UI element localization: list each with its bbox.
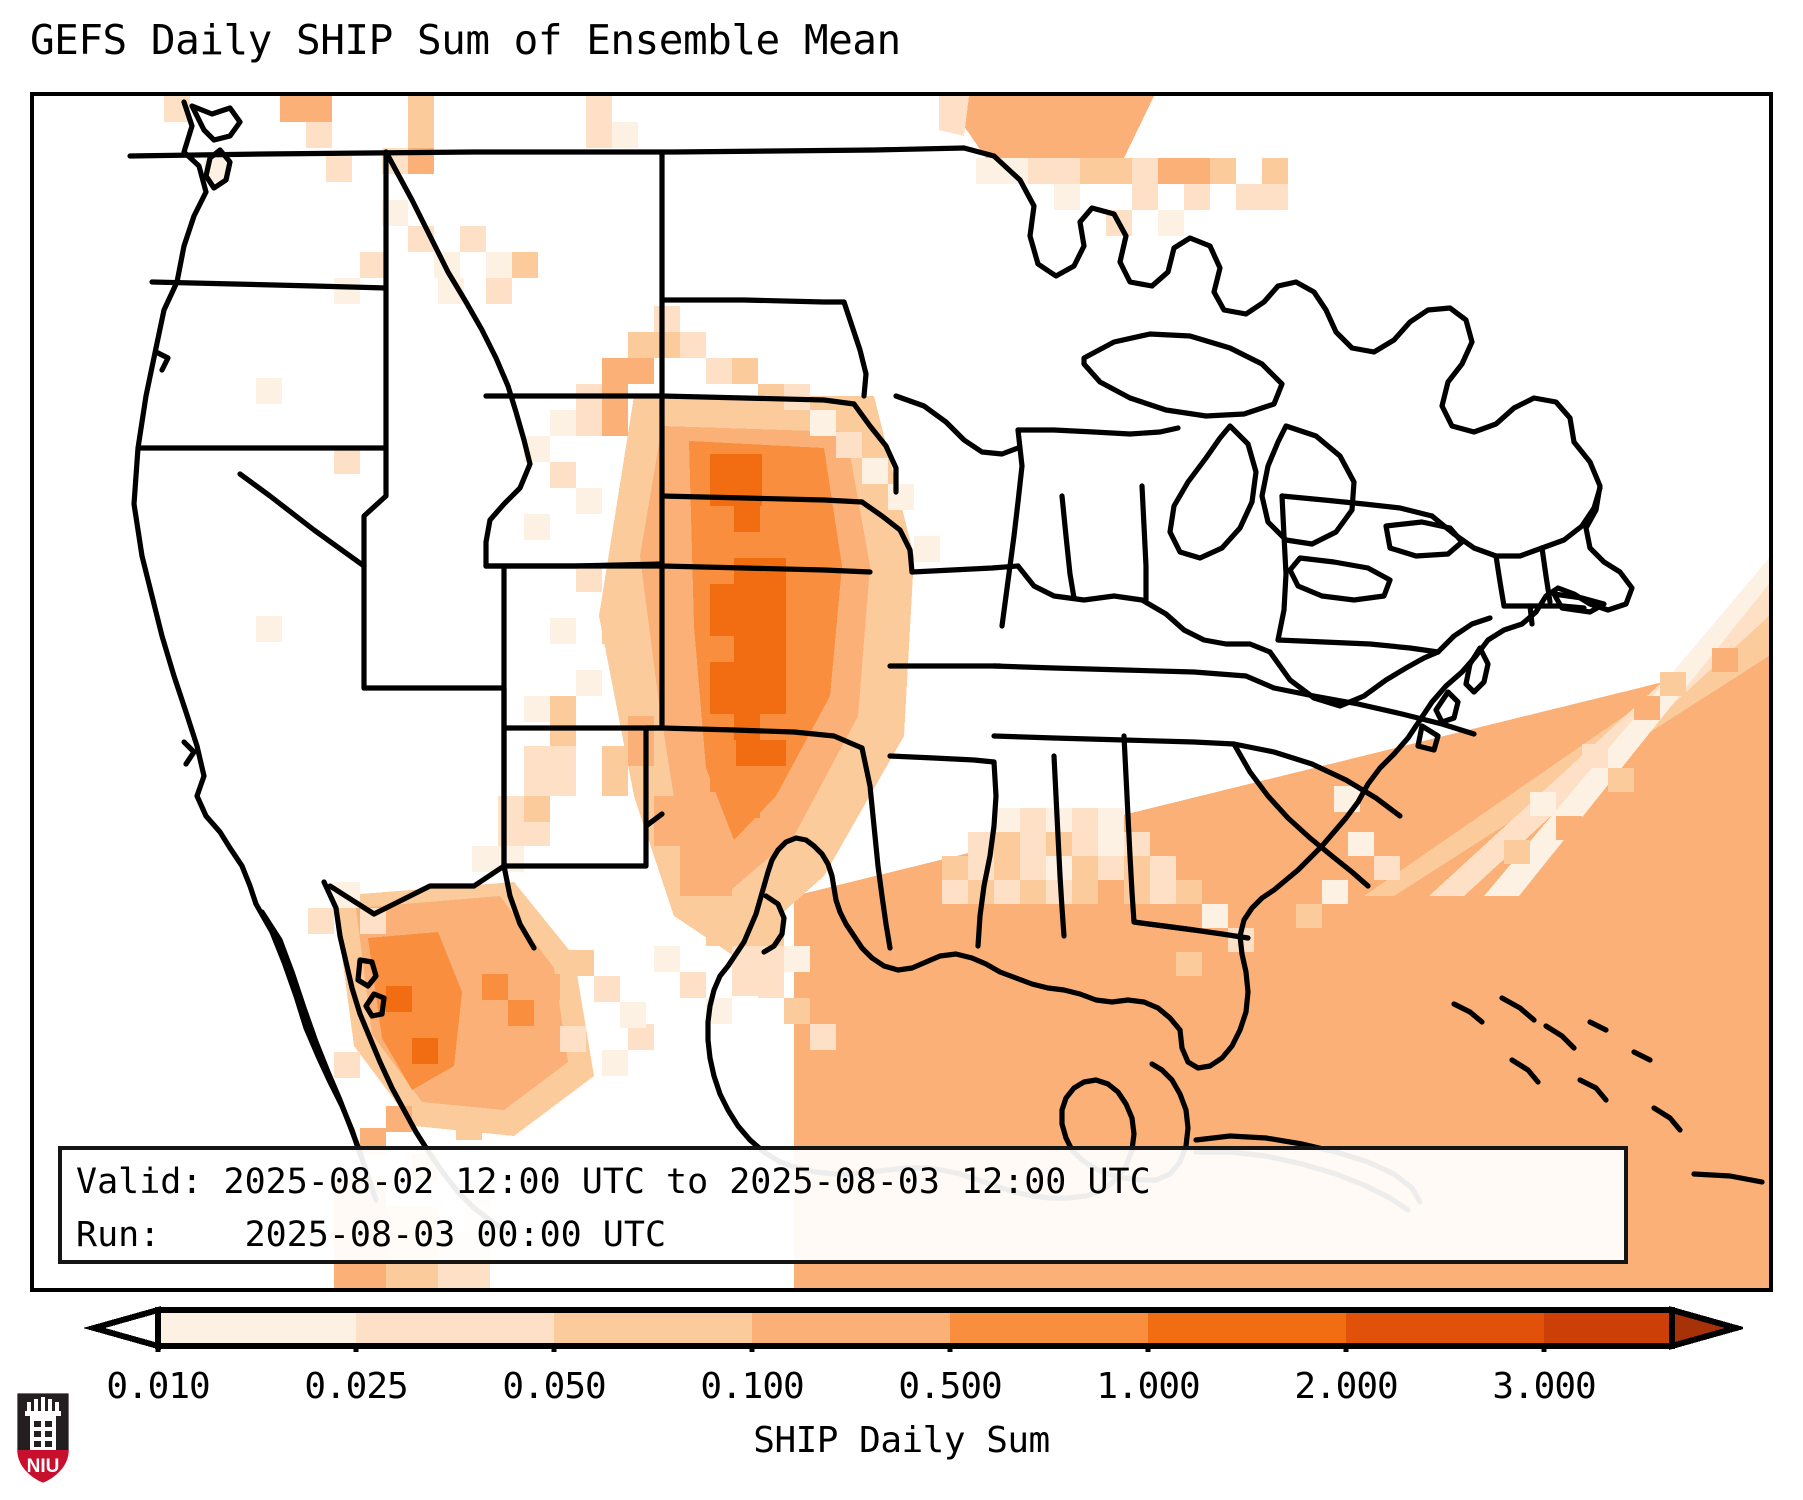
- map-panel: [30, 92, 1773, 1292]
- niu-tower-icon: [25, 1397, 61, 1450]
- colorbar-tick-label-6: 1.000: [1096, 1366, 1200, 1407]
- valid-time-line: Valid: 2025-08-02 12:00 UTC to 2025-08-0…: [76, 1162, 1151, 1202]
- colorbar-tick-label-5: 0.500: [898, 1366, 1002, 1407]
- colorbar-axis-label: SHIP Daily Sum: [753, 1420, 1050, 1461]
- colorbar-bands: [158, 1310, 1672, 1346]
- colorbar-tick-labels: 0.010 0.025 0.050 0.100 0.500 1.000 2.00…: [0, 1366, 1803, 1414]
- political-boundaries: [127, 99, 1765, 1233]
- data-grid-raster: [164, 96, 1769, 1288]
- run-time-line: Run: 2025-08-03 00:00 UTC: [76, 1215, 667, 1255]
- colorbar-over-arrow: [1669, 1306, 1743, 1350]
- colorbar-tick-label-3: 0.050: [502, 1366, 606, 1407]
- niu-shield-border: [14, 1390, 72, 1486]
- niu-tower-windows: [34, 1421, 52, 1447]
- page-title: GEFS Daily SHIP Sum of Ensemble Mean: [30, 16, 901, 64]
- colorbar-tick-label-2: 0.025: [304, 1366, 408, 1407]
- colorbar-svg: [82, 1306, 1743, 1352]
- colorbar-ticks: [155, 1346, 1547, 1352]
- colorbar-tick-label-7: 2.000: [1294, 1366, 1398, 1407]
- forecast-info-box: Valid: 2025-08-02 12:00 UTC to 2025-08-0…: [58, 1146, 1628, 1264]
- colorbar-tick-label-1: 0.010: [106, 1366, 210, 1407]
- colorbar-under-arrow: [82, 1306, 161, 1350]
- colorbar-tick-label-4: 0.100: [700, 1366, 804, 1407]
- colorbar-tick-label-8: 3.000: [1492, 1366, 1596, 1407]
- map-canvas: [127, 96, 1769, 1288]
- colorbar-outline: [155, 1307, 1675, 1349]
- colorbar: [60, 1306, 1743, 1352]
- niu-wordmark: NIU: [27, 1456, 60, 1477]
- niu-logo: NIU: [14, 1390, 72, 1486]
